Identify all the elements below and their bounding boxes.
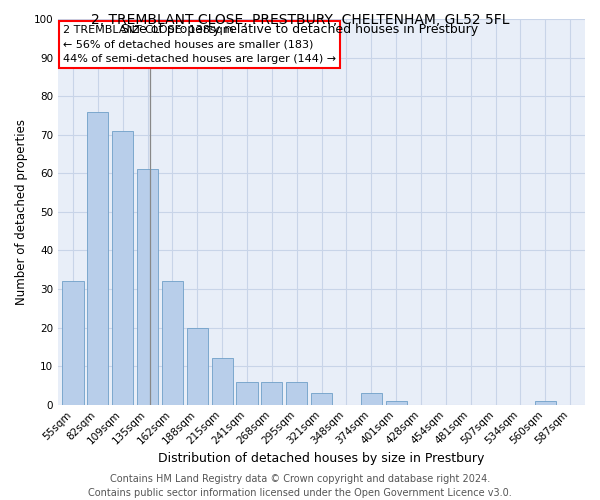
Text: 2 TREMBLANT CLOSE: 138sqm
← 56% of detached houses are smaller (183)
44% of semi: 2 TREMBLANT CLOSE: 138sqm ← 56% of detac… bbox=[64, 25, 337, 64]
Bar bbox=[187, 328, 208, 404]
Bar bbox=[87, 112, 109, 405]
Bar bbox=[212, 358, 233, 405]
Bar bbox=[286, 382, 307, 404]
Text: Contains HM Land Registry data © Crown copyright and database right 2024.
Contai: Contains HM Land Registry data © Crown c… bbox=[88, 474, 512, 498]
Bar bbox=[261, 382, 283, 404]
Bar bbox=[62, 282, 83, 405]
X-axis label: Distribution of detached houses by size in Prestbury: Distribution of detached houses by size … bbox=[158, 452, 485, 465]
Bar bbox=[112, 131, 133, 404]
Bar bbox=[236, 382, 257, 404]
Bar bbox=[535, 401, 556, 404]
Bar bbox=[162, 282, 183, 405]
Bar bbox=[311, 393, 332, 404]
Text: 2, TREMBLANT CLOSE, PRESTBURY, CHELTENHAM, GL52 5FL: 2, TREMBLANT CLOSE, PRESTBURY, CHELTENHA… bbox=[91, 12, 509, 26]
Bar bbox=[361, 393, 382, 404]
Bar bbox=[137, 170, 158, 404]
Text: Size of property relative to detached houses in Prestbury: Size of property relative to detached ho… bbox=[121, 22, 479, 36]
Y-axis label: Number of detached properties: Number of detached properties bbox=[15, 119, 28, 305]
Bar bbox=[386, 401, 407, 404]
